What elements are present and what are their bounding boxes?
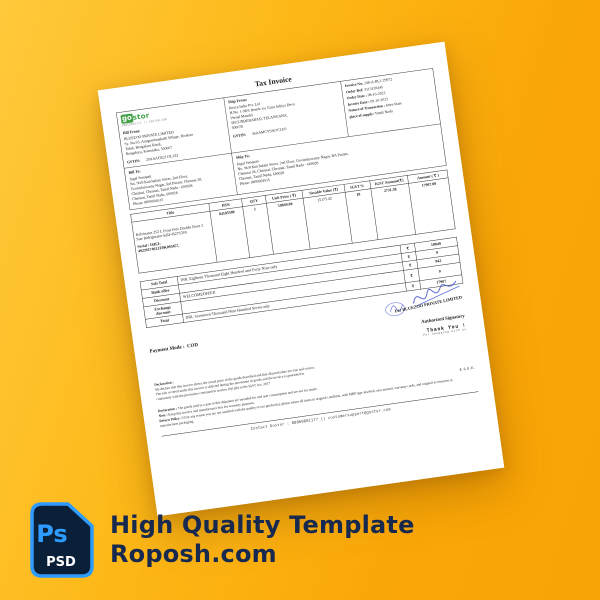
- gstin-value: 36AAMCV9367C1ZO: [251, 126, 287, 137]
- signature-scribble-icon: [385, 280, 460, 317]
- signature-block: For BLUEZOO PRIVATE LIMITED Authorized S…: [338, 280, 470, 348]
- payment-mode: Payment Mode : COD: [149, 341, 199, 355]
- psd-file-icon: Ps PSD: [30, 502, 94, 578]
- promo-site: Roposh.com: [110, 540, 277, 568]
- item-taxable-value: 15175.42: [303, 192, 353, 250]
- eoe-text: E & O.E.: [459, 365, 476, 372]
- item-title-cell: Kelvinator 252 L Frost Free Double Door …: [131, 211, 218, 274]
- invoice-paper: Tax Invoice go stor 08069801177 || GOSTOR…: [97, 41, 505, 517]
- promo-title: High Quality Template: [110, 511, 415, 539]
- ps-glyph: Ps: [36, 520, 67, 548]
- promo-text: High Quality Template Roposh.com: [110, 511, 415, 569]
- gstin-label: GSTIN:: [126, 158, 141, 165]
- gstin-label: GSTIN:: [232, 132, 247, 139]
- item-amount: 17907.00: [408, 177, 456, 235]
- psd-glyph: PSD: [46, 555, 76, 570]
- promo-banner: Ps PSD High Quality Template Roposh.com: [30, 502, 415, 578]
